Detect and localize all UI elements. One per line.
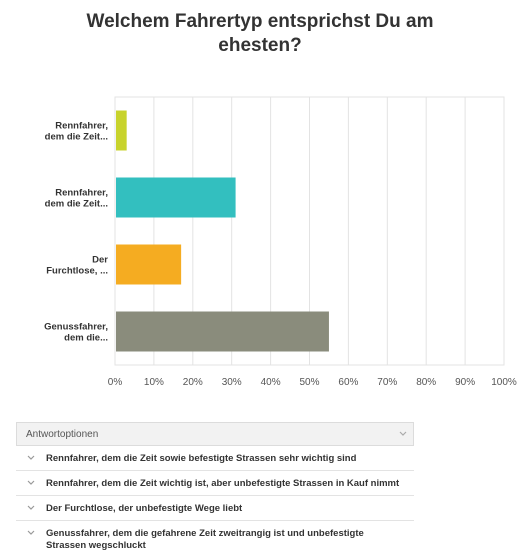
x-tick-label: 90% [455, 377, 475, 388]
x-tick-label: 100% [491, 377, 517, 388]
category-label: Rennfahrer, dem die Zeit... [45, 188, 108, 210]
x-tick-labels: 0% 10% 20% 30% 40% 50% 60% 70% 80% 90% 100% [108, 377, 517, 388]
x-tick-label: 10% [144, 377, 164, 388]
answer-option-row[interactable]: Rennfahrer, dem die Zeit sowie befestigt… [16, 446, 414, 471]
answer-options-rows: Rennfahrer, dem die Zeit sowie befestigt… [16, 446, 414, 552]
chart-title: Welchem Fahrertyp entsprichst Du am ehes… [86, 11, 434, 56]
chevron-down-icon [16, 478, 46, 486]
answer-option-label: Genussfahrer, dem die gefahrene Zeit zwe… [46, 528, 364, 551]
chevron-down-icon [16, 453, 46, 461]
x-tick-label: 0% [108, 377, 123, 388]
x-tick-label: 40% [261, 377, 281, 388]
bars [116, 110, 329, 352]
category-labels: Rennfahrer, dem die Zeit... Rennfahrer, dem… [44, 121, 108, 344]
answer-options-header[interactable]: Antwortoptionen [16, 422, 414, 446]
answer-option-row[interactable]: Rennfahrer, dem die Zeit wichtig ist, ab… [16, 471, 414, 496]
answer-option-label: Rennfahrer, dem die Zeit sowie befestigt… [46, 453, 357, 464]
category-label: Rennfahrer, dem die Zeit... [45, 121, 108, 143]
x-tick-label: 20% [183, 377, 203, 388]
bar[interactable] [116, 244, 182, 285]
answer-option-row[interactable]: Der Furchtlose, der unbefestigte Wege li… [16, 496, 414, 521]
category-label: Der Furchtlose, ... [46, 255, 108, 277]
chevron-down-icon [16, 528, 46, 536]
bar-chart: Rennfahrer, dem die Zeit... Rennfahrer, dem… [44, 96, 517, 388]
x-tick-label: 60% [338, 377, 358, 388]
answer-option-label: Rennfahrer, dem die Zeit wichtig ist, ab… [46, 478, 400, 489]
category-label: Genussfahrer, dem die... [44, 322, 108, 344]
answer-options-header-label: Antwortoptionen [26, 428, 99, 440]
bar[interactable] [116, 177, 236, 218]
bar[interactable] [116, 110, 127, 151]
answer-option-label: Der Furchtlose, der unbefestigte Wege li… [46, 503, 243, 514]
chevron-down-icon [16, 503, 46, 511]
x-tick-label: 30% [222, 377, 242, 388]
chevron-down-icon [399, 430, 407, 438]
answer-options-table: Antwortoptionen Rennfahrer, dem die Zeit… [16, 422, 414, 552]
x-tick-label: 70% [377, 377, 397, 388]
x-tick-label: 80% [416, 377, 436, 388]
answer-option-row[interactable]: Genussfahrer, dem die gefahrene Zeit zwe… [16, 521, 414, 552]
x-tick-label: 50% [299, 377, 319, 388]
bar[interactable] [116, 311, 329, 352]
